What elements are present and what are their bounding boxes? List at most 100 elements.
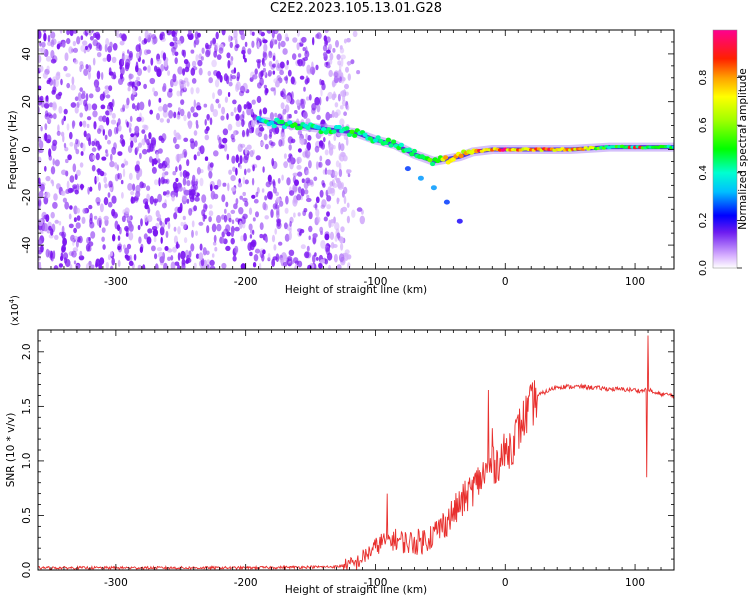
noise-speckle — [121, 215, 126, 223]
snr-y-tick-label: 1.5 — [21, 398, 33, 415]
noise-speckle — [304, 78, 309, 85]
noise-speckle — [272, 187, 277, 194]
noise-speckle — [148, 156, 153, 163]
noise-speckle — [192, 174, 196, 182]
noise-speckle — [38, 200, 42, 207]
noise-speckle — [212, 92, 215, 100]
noise-speckle — [319, 189, 324, 198]
noise-speckle — [335, 40, 339, 48]
noise-speckle — [105, 94, 111, 99]
noise-speckle — [72, 186, 77, 192]
signal-cell — [352, 133, 358, 138]
noise-speckle — [254, 68, 258, 75]
noise-speckle — [325, 159, 331, 166]
noise-speckle — [88, 241, 94, 247]
noise-speckle — [156, 66, 161, 72]
noise-speckle — [61, 169, 67, 176]
noise-speckle — [334, 235, 338, 242]
noise-speckle — [336, 197, 340, 203]
snr-ticks: -300 -200 -100 0 100 0.0 0.5 1.0 1.5 2.0 — [21, 329, 675, 589]
signal-cell — [388, 143, 394, 148]
noise-speckle — [301, 178, 305, 183]
noise-speckle — [204, 156, 209, 161]
signal-cell — [443, 155, 449, 160]
noise-speckle — [152, 229, 159, 237]
noise-speckle — [180, 250, 186, 260]
noise-speckle — [79, 121, 83, 127]
noise-speckle — [199, 177, 204, 187]
branch-track — [404, 166, 463, 224]
noise-speckle — [153, 198, 159, 204]
noise-speckle — [175, 166, 178, 173]
noise-speckle — [190, 49, 195, 54]
noise-speckle — [38, 65, 44, 73]
noise-speckle — [63, 142, 67, 149]
noise-speckle — [97, 128, 102, 135]
noise-speckle — [50, 31, 56, 39]
signal-cell — [336, 124, 342, 130]
noise-speckle — [286, 177, 291, 186]
colorbar-gradient — [713, 30, 737, 268]
noise-speckle — [215, 31, 219, 40]
noise-speckle — [160, 236, 163, 244]
noise-speckle — [189, 138, 195, 144]
noise-speckle — [64, 52, 69, 61]
noise-speckle — [168, 110, 174, 119]
noise-speckle — [208, 216, 212, 223]
noise-speckle — [344, 252, 349, 261]
noise-speckle — [305, 170, 310, 176]
noise-speckle — [262, 166, 265, 173]
noise-speckle — [110, 119, 117, 125]
noise-speckle — [111, 257, 115, 266]
noise-speckle — [319, 96, 322, 106]
spectrogram-x-tick-label: 0 — [502, 276, 509, 288]
noise-speckle — [289, 190, 295, 196]
noise-speckle — [297, 53, 302, 58]
noise-speckle — [38, 218, 44, 227]
noise-speckle — [193, 130, 198, 136]
noise-speckle — [193, 262, 197, 269]
noise-speckle — [111, 146, 117, 155]
noise-speckle — [147, 228, 153, 234]
noise-speckle — [83, 130, 87, 138]
noise-speckle — [153, 90, 159, 97]
noise-speckle — [150, 57, 154, 66]
noise-speckle — [73, 47, 78, 53]
noise-speckle — [209, 265, 216, 269]
noise-speckle — [157, 106, 164, 112]
noise-speckle — [53, 265, 59, 269]
noise-speckle — [346, 202, 350, 208]
noise-speckle — [340, 207, 344, 215]
noise-speckle — [266, 30, 272, 34]
noise-speckle — [38, 255, 41, 261]
noise-speckle — [305, 177, 311, 184]
noise-speckle — [122, 104, 126, 112]
noise-speckle — [163, 262, 168, 269]
noise-speckle — [252, 164, 255, 172]
noise-speckle — [347, 173, 351, 178]
noise-speckle — [258, 262, 262, 269]
noise-speckle — [347, 73, 351, 81]
noise-speckle — [238, 90, 245, 97]
noise-speckle — [138, 35, 142, 42]
noise-speckle — [235, 154, 239, 164]
noise-speckle — [121, 57, 124, 66]
noise-speckle — [214, 246, 218, 252]
noise-speckle — [258, 71, 263, 80]
noise-speckle — [319, 259, 326, 264]
noise-speckle — [207, 70, 212, 77]
noise-speckle — [85, 263, 90, 269]
noise-speckle — [101, 156, 107, 161]
noise-speckle — [93, 215, 98, 220]
noise-speckle — [297, 260, 303, 268]
noise-speckle — [325, 96, 329, 102]
noise-speckle — [81, 120, 87, 126]
noise-speckle — [86, 123, 90, 129]
noise-speckle — [216, 179, 222, 188]
noise-speckle — [324, 149, 329, 156]
noise-speckle — [44, 132, 48, 142]
noise-speckle — [283, 161, 289, 169]
noise-speckle — [102, 128, 106, 136]
noise-speckle — [227, 92, 231, 97]
